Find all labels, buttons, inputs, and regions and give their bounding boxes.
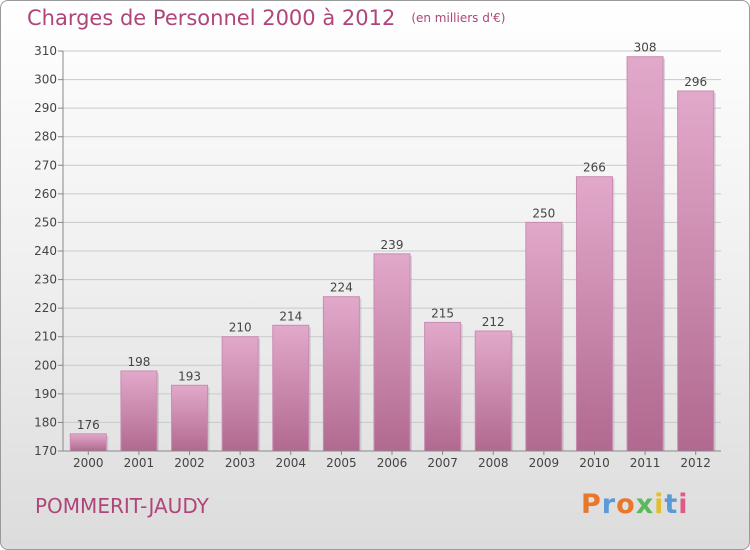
y-tick-label: 180 bbox=[34, 415, 57, 429]
x-tick-label: 2010 bbox=[579, 456, 610, 470]
bar bbox=[120, 370, 158, 452]
chart-title: Charges de Personnel 2000 à 2012 bbox=[27, 6, 396, 30]
bar bbox=[525, 221, 563, 452]
bar bbox=[424, 321, 462, 452]
y-tick-label: 310 bbox=[34, 44, 57, 58]
y-tick-label: 300 bbox=[34, 73, 57, 87]
y-tick-label: 200 bbox=[34, 358, 57, 372]
logo-letter: i bbox=[654, 489, 665, 520]
logo-letter: x bbox=[635, 489, 655, 520]
bar bbox=[322, 296, 360, 452]
bar-value-label: 198 bbox=[127, 355, 150, 369]
x-tick-label: 2007 bbox=[427, 456, 458, 470]
logo-letter: o bbox=[616, 489, 636, 520]
bar-value-label: 215 bbox=[431, 306, 454, 320]
bar-value-label: 212 bbox=[482, 315, 505, 329]
chart-subtitle: (en milliers d'€) bbox=[411, 11, 506, 25]
bar bbox=[626, 56, 664, 452]
bar bbox=[272, 324, 310, 452]
y-tick-label: 250 bbox=[34, 215, 57, 229]
bar-value-label: 250 bbox=[532, 206, 555, 220]
x-tick-label: 2000 bbox=[73, 456, 104, 470]
y-tick-label: 280 bbox=[34, 130, 57, 144]
logo-letter: i bbox=[678, 489, 689, 520]
y-tick-label: 290 bbox=[34, 101, 57, 115]
x-tick-label: 2006 bbox=[377, 456, 408, 470]
bar-chart: 170 180 190 200 210 220 230 240 250 260 270 280 290 3… bbox=[34, 41, 721, 470]
bar bbox=[474, 330, 512, 452]
y-tick-label: 260 bbox=[34, 187, 57, 201]
bar bbox=[221, 336, 259, 452]
x-tick-label: 2009 bbox=[529, 456, 560, 470]
bar-value-label: 266 bbox=[583, 161, 606, 175]
bar-value-label: 224 bbox=[330, 281, 353, 295]
bar bbox=[373, 253, 411, 452]
bar bbox=[575, 176, 613, 452]
bar bbox=[171, 384, 209, 452]
bar bbox=[69, 433, 107, 452]
bar-value-label: 210 bbox=[229, 321, 252, 335]
x-tick-label: 2005 bbox=[326, 456, 357, 470]
town-name: POMMERIT-JAUDY bbox=[35, 494, 209, 518]
logo-letter: t bbox=[664, 489, 679, 520]
logo-letter: r bbox=[601, 489, 617, 520]
y-tick-label: 230 bbox=[34, 273, 57, 287]
y-axis: 170 180 190 200 210 220 230 240 250 260 270 280 290 3… bbox=[34, 44, 64, 458]
bar-value-label: 239 bbox=[381, 238, 404, 252]
x-tick-label: 2003 bbox=[225, 456, 256, 470]
y-tick-label: 210 bbox=[34, 330, 57, 344]
logo-letter: P bbox=[581, 489, 602, 520]
x-tick-label: 2001 bbox=[124, 456, 155, 470]
chart-title-block: Charges de Personnel 2000 à 2012 (en mill… bbox=[27, 6, 505, 30]
x-axis: 2000 2001 2002 2003 2004 2005 2006 2007 2008 2009… bbox=[63, 450, 721, 470]
x-tick-label: 2012 bbox=[680, 456, 711, 470]
y-tick-label: 270 bbox=[34, 158, 57, 172]
y-tick-label: 240 bbox=[34, 244, 57, 258]
x-tick-label: 2002 bbox=[174, 456, 205, 470]
bar bbox=[677, 90, 715, 452]
bar-value-label: 296 bbox=[684, 75, 707, 89]
bar-value-label: 176 bbox=[77, 418, 100, 432]
y-tick-label: 170 bbox=[34, 444, 57, 458]
bar-value-label: 193 bbox=[178, 369, 201, 383]
y-tick-label: 190 bbox=[34, 387, 57, 401]
x-tick-label: 2008 bbox=[478, 456, 509, 470]
x-tick-label: 2004 bbox=[275, 456, 306, 470]
proxiti-logo: Proxiti bbox=[581, 489, 689, 520]
bars: 176 198 193 210 214 224 239 215 212 250 266 308 296 bbox=[69, 41, 716, 452]
bar-value-label: 214 bbox=[279, 309, 302, 323]
y-tick-label: 220 bbox=[34, 301, 57, 315]
x-tick-label: 2011 bbox=[630, 456, 661, 470]
bar-value-label: 308 bbox=[634, 41, 657, 55]
